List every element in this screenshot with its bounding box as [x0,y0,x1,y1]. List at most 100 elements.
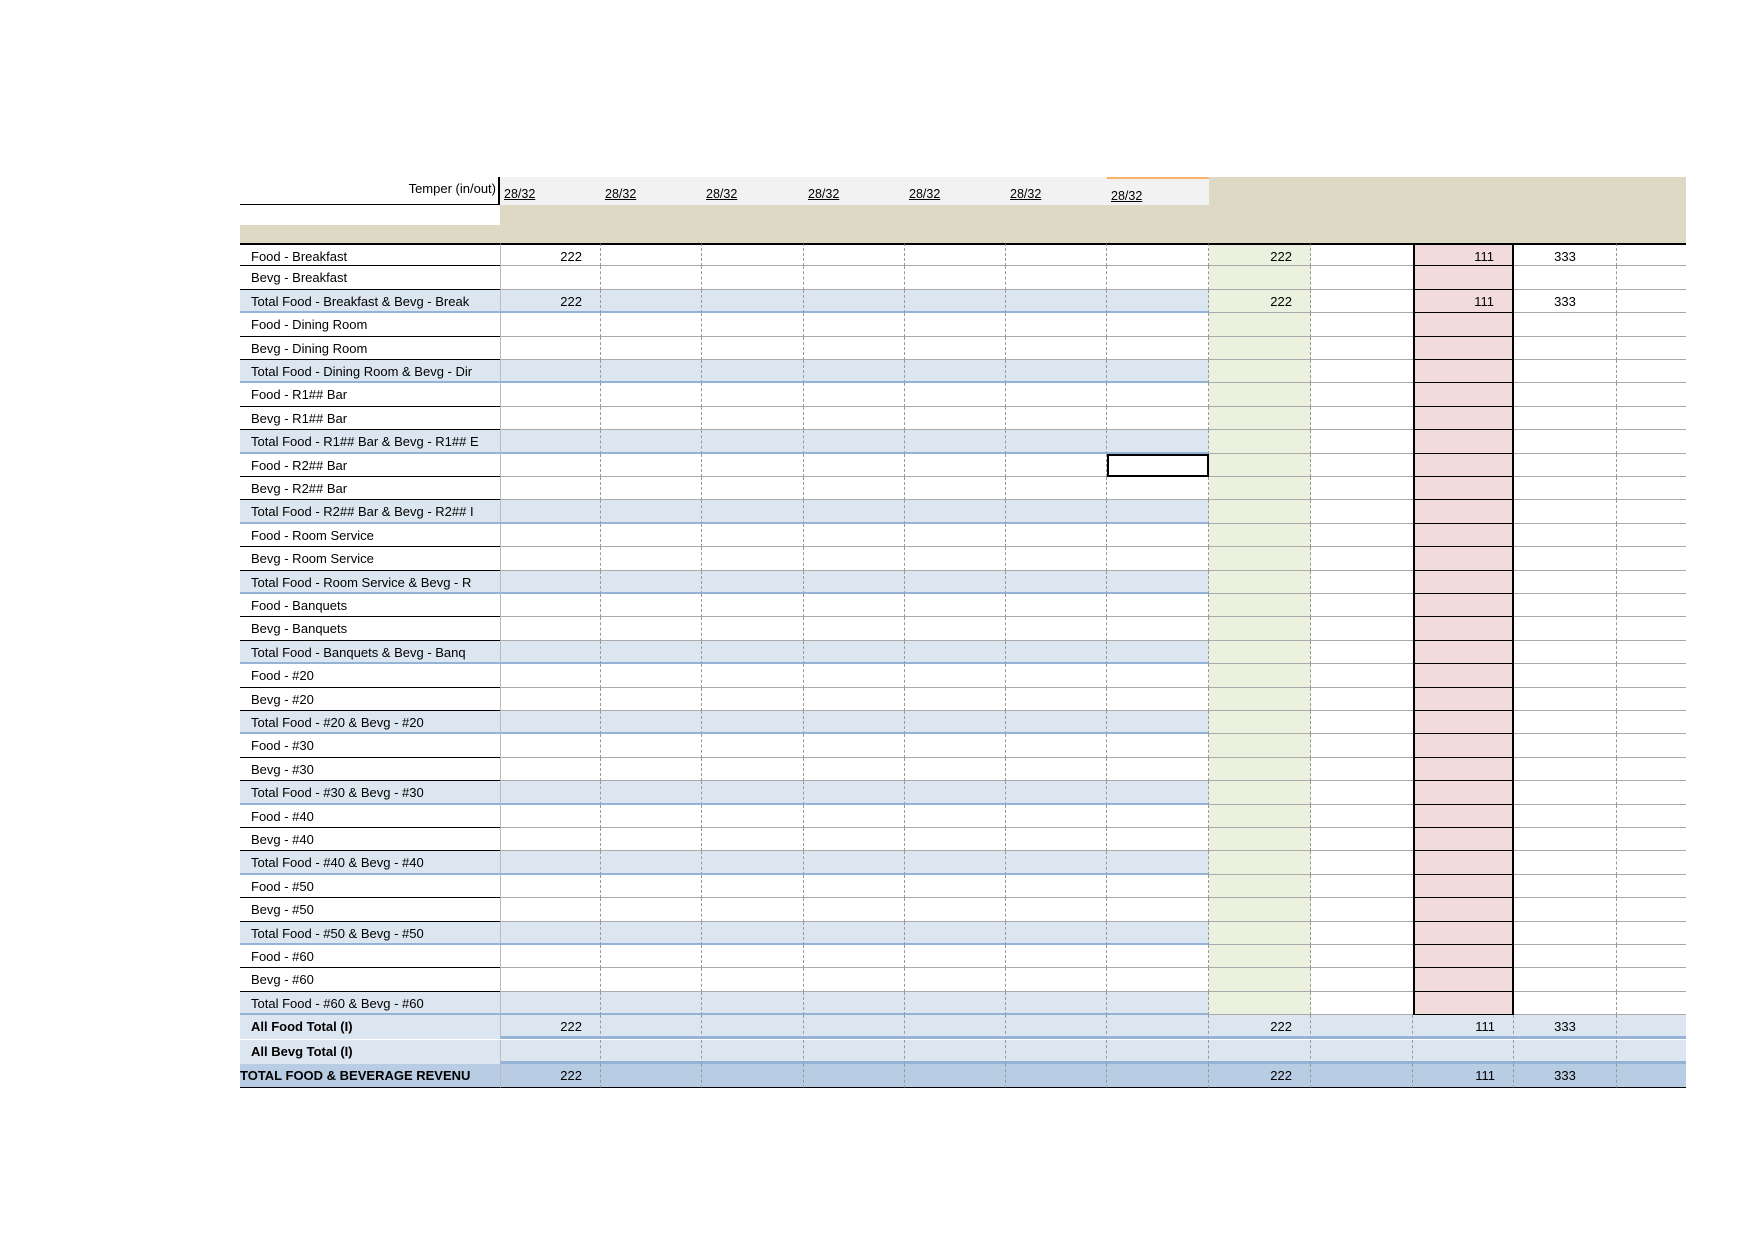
cell-c5[interactable] [905,617,1006,641]
cell-c4[interactable] [804,313,905,337]
cell-c11[interactable] [1514,734,1617,758]
cell-c4[interactable] [804,500,905,524]
cell-c1[interactable] [500,991,601,1016]
cell-c3[interactable] [702,921,804,945]
cell-c2[interactable] [601,617,702,641]
date-header-3[interactable]: 28/32 [702,177,804,205]
row-label[interactable]: Bevg - R1## Bar [240,406,500,431]
cell-c4[interactable] [804,781,905,805]
cell-c6[interactable] [1006,851,1107,875]
cell-c6[interactable] [1006,734,1107,758]
cell-c11[interactable] [1514,757,1617,782]
cell-c2[interactable] [601,313,702,337]
cell-c5[interactable] [905,383,1006,407]
cell-c12[interactable] [1617,289,1686,314]
cell-c6[interactable] [1006,453,1107,477]
cell-c7[interactable] [1107,1015,1209,1040]
cell-c11[interactable] [1514,453,1617,477]
cell-c8[interactable] [1209,453,1311,477]
cell-c12[interactable] [1617,781,1686,805]
cell-c8[interactable]: 222 [1209,289,1311,314]
cell-c12[interactable] [1617,921,1686,945]
cell-c9[interactable] [1311,687,1413,711]
cell-c4[interactable] [804,406,905,431]
cell-c2[interactable] [601,383,702,407]
cell-c12[interactable] [1617,336,1686,360]
cell-c3[interactable] [702,430,804,454]
cell-c3[interactable] [702,523,804,548]
cell-c8[interactable]: 222 [1209,243,1311,267]
cell-c10[interactable] [1413,383,1514,407]
row-label[interactable]: Total Food - #20 & Bevg - #20 [240,711,500,735]
cell-c9[interactable] [1311,617,1413,641]
cell-c5[interactable] [905,781,1006,805]
cell-c1[interactable] [500,383,601,407]
cell-c1[interactable] [500,898,601,922]
row-label[interactable]: Total Food - Room Service & Bevg - R [240,570,500,594]
cell-c6[interactable] [1006,711,1107,735]
cell-c11[interactable] [1514,313,1617,337]
cell-c2[interactable] [601,1015,702,1040]
cell-c11[interactable] [1514,851,1617,875]
cell-c8[interactable] [1209,1039,1311,1064]
cell-c1[interactable] [500,968,601,992]
cell-c12[interactable] [1617,383,1686,407]
cell-c1[interactable] [500,734,601,758]
cell-c4[interactable] [804,1063,905,1089]
cell-c10[interactable] [1413,664,1514,688]
cell-c10[interactable] [1413,851,1514,875]
cell-c11[interactable]: 333 [1514,1015,1617,1040]
cell-c11[interactable] [1514,711,1617,735]
row-label[interactable]: Food - Dining Room [240,313,500,337]
cell-c12[interactable] [1617,453,1686,477]
cell-c3[interactable] [702,945,804,969]
cell-c3[interactable] [702,640,804,665]
cell-c6[interactable] [1006,430,1107,454]
cell-c5[interactable] [905,640,1006,665]
cell-c7[interactable] [1107,617,1209,641]
row-label[interactable]: Total Food - R1## Bar & Bevg - R1## E [240,430,500,454]
cell-c10[interactable] [1413,313,1514,337]
cell-c4[interactable] [804,547,905,571]
cell-c3[interactable] [702,289,804,314]
cell-c10[interactable] [1413,757,1514,782]
cell-c8[interactable] [1209,921,1311,945]
cell-c9[interactable] [1311,804,1413,828]
cell-c7[interactable] [1107,921,1209,945]
cell-c8[interactable] [1209,406,1311,431]
cell-c1[interactable] [500,640,601,665]
cell-c9[interactable] [1311,640,1413,665]
cell-c5[interactable] [905,336,1006,360]
cell-c5[interactable] [905,664,1006,688]
cell-c1[interactable] [500,570,601,594]
cell-c5[interactable] [905,430,1006,454]
cell-c3[interactable] [702,1039,804,1064]
cell-c10[interactable] [1413,945,1514,969]
cell-c2[interactable] [601,500,702,524]
cell-c9[interactable] [1311,1015,1413,1040]
cell-c4[interactable] [804,664,905,688]
cell-c9[interactable] [1311,594,1413,618]
cell-c7[interactable] [1107,945,1209,969]
cell-c3[interactable] [702,594,804,618]
cell-c1[interactable]: 222 [500,1015,601,1040]
cell-c10[interactable] [1413,500,1514,524]
cell-c4[interactable] [804,968,905,992]
cell-c5[interactable] [905,500,1006,524]
cell-c12[interactable] [1617,664,1686,688]
cell-c10[interactable] [1413,781,1514,805]
cell-c7[interactable] [1107,898,1209,922]
cell-c3[interactable] [702,336,804,360]
row-label[interactable]: Food - Breakfast [240,243,500,267]
cell-c4[interactable] [804,453,905,477]
cell-c5[interactable] [905,594,1006,618]
cell-c8[interactable] [1209,874,1311,899]
cell-c1[interactable] [500,477,601,501]
cell-c3[interactable] [702,711,804,735]
cell-c1[interactable] [500,594,601,618]
cell-c9[interactable] [1311,547,1413,571]
cell-c11[interactable] [1514,336,1617,360]
cell-c7[interactable] [1107,828,1209,852]
cell-c1[interactable] [500,757,601,782]
cell-c5[interactable] [905,547,1006,571]
